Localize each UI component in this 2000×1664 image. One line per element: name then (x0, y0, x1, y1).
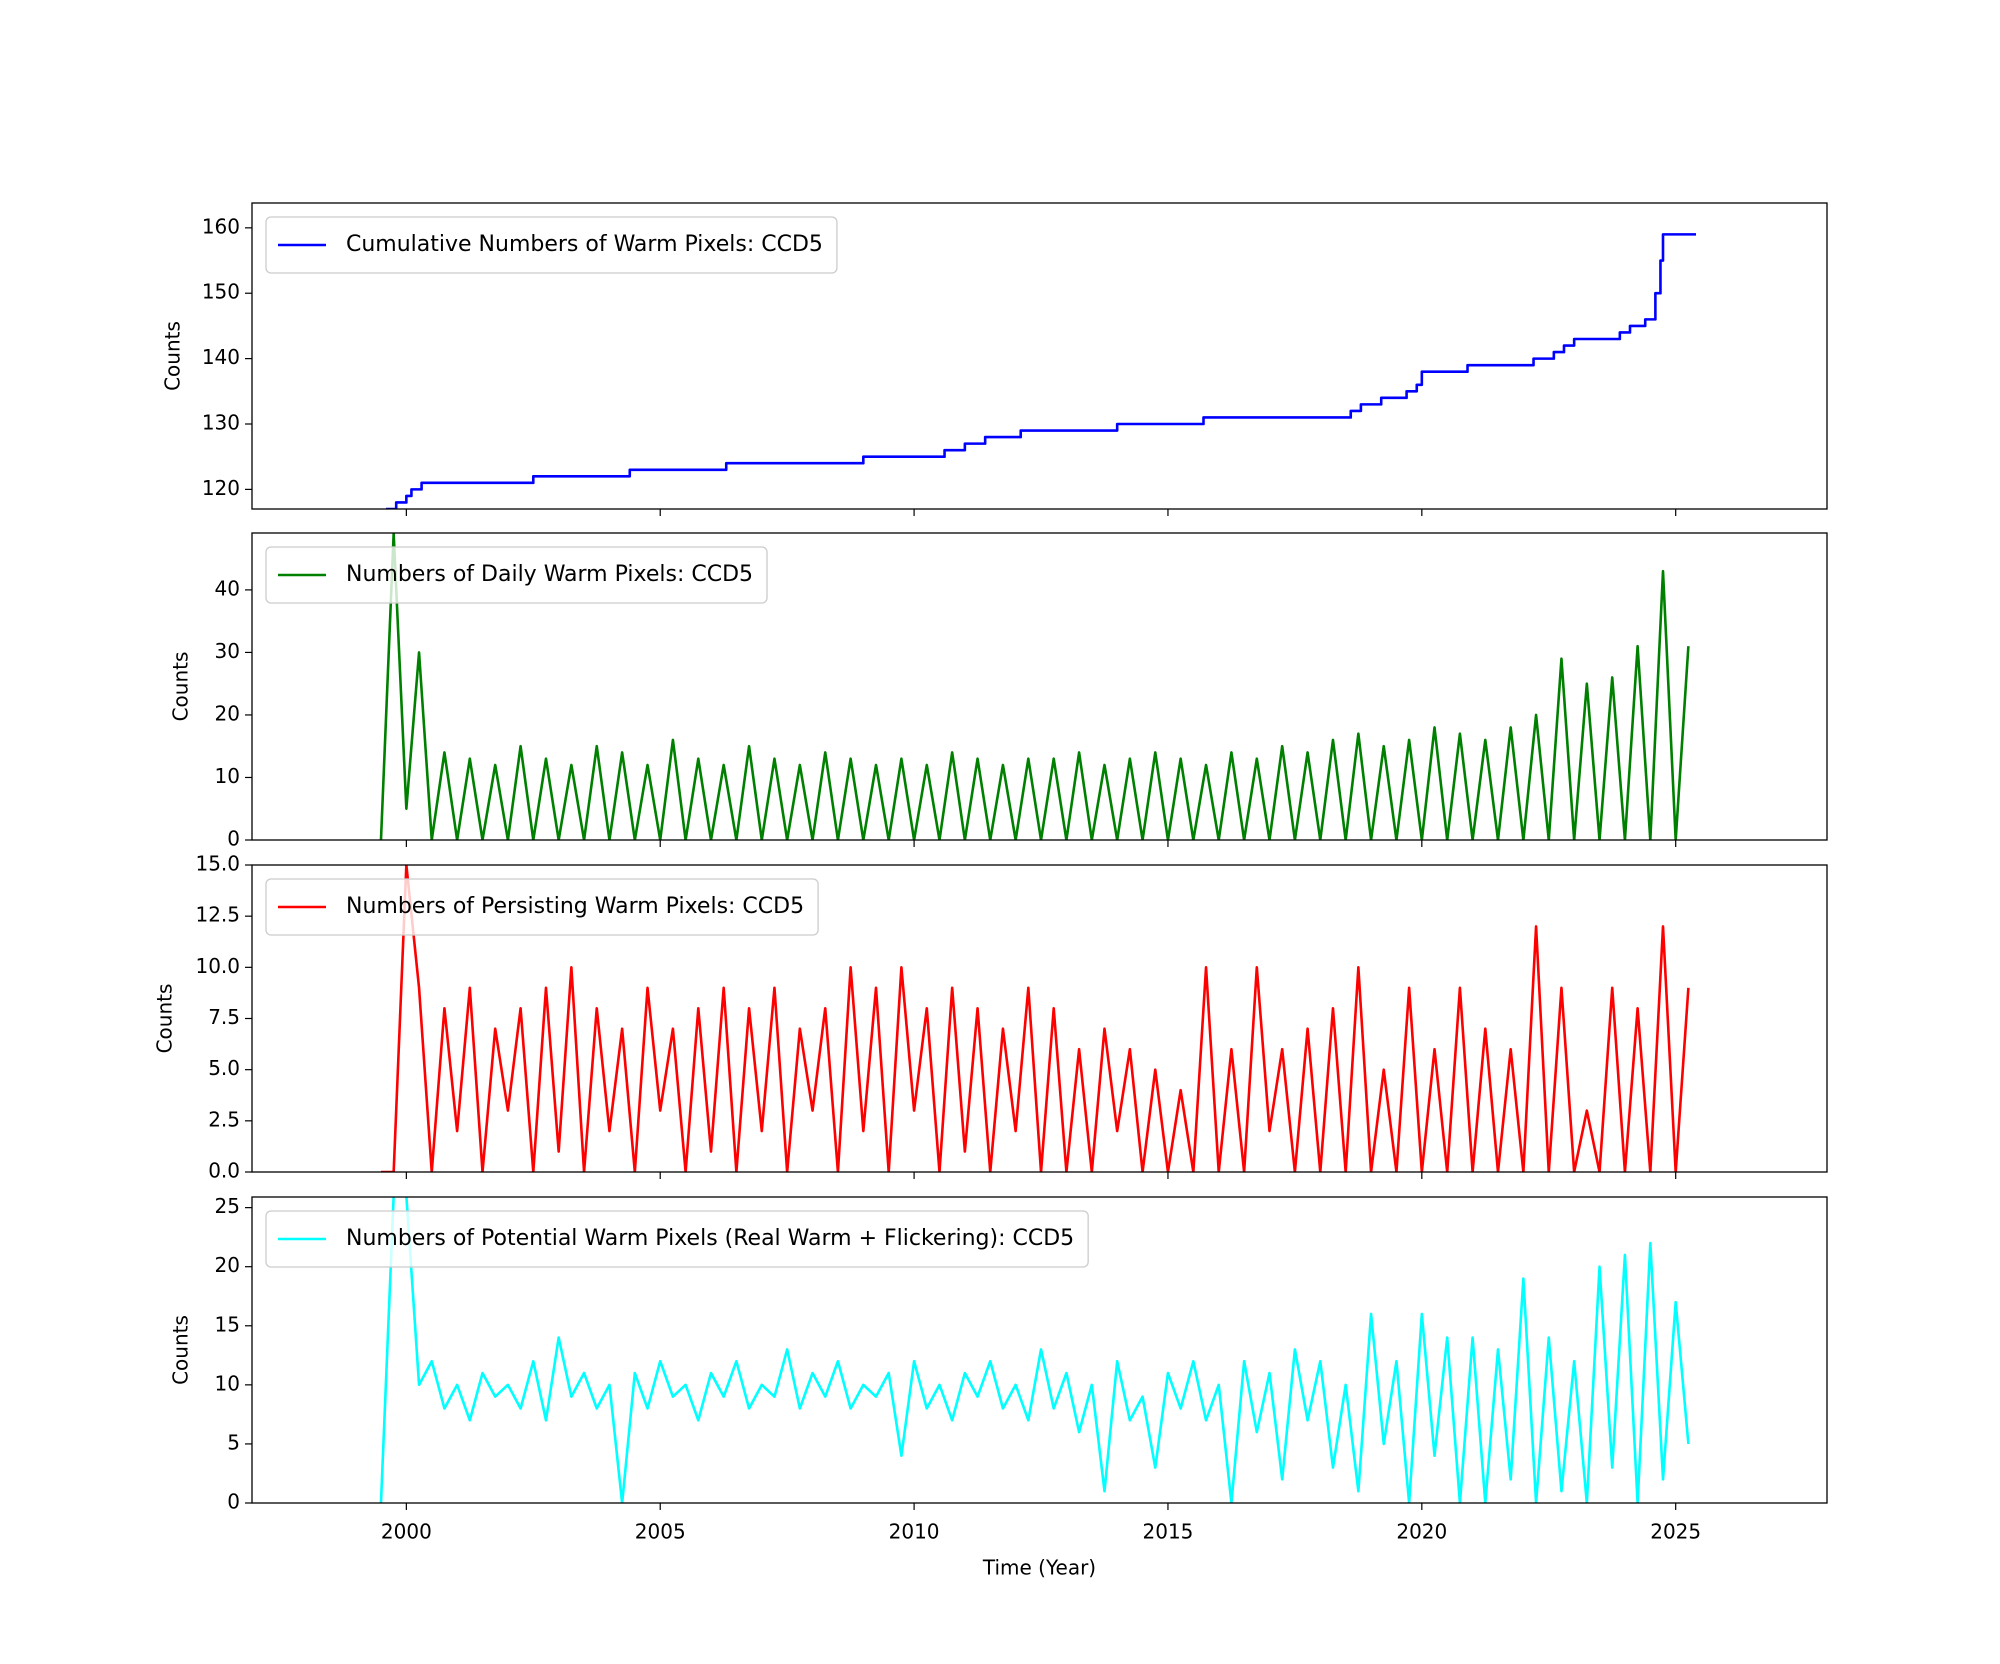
y-tick-label: 20 (215, 1253, 240, 1277)
legend-label: Numbers of Potential Warm Pixels (Real W… (346, 1226, 1074, 1251)
y-tick-label: 25 (215, 1194, 240, 1218)
y-tick-label: 10 (215, 764, 240, 788)
y-tick-label: 20 (215, 701, 240, 725)
y-tick-label: 7.5 (208, 1005, 240, 1029)
y-tick-label: 2.5 (208, 1107, 240, 1131)
y-tick-label: 0 (227, 1490, 240, 1514)
x-tick-label: 2025 (1650, 1520, 1701, 1544)
legend-label: Cumulative Numbers of Warm Pixels: CCD5 (346, 232, 823, 257)
y-tick-label: 5.0 (208, 1056, 240, 1080)
y-tick-label: 160 (202, 214, 240, 238)
legend-box (265, 216, 838, 274)
legend-box (265, 878, 819, 936)
y-tick-label: 150 (202, 280, 240, 304)
x-tick-label: 2015 (1143, 1520, 1194, 1544)
x-tick-label: 2000 (381, 1520, 432, 1544)
series-line (386, 233, 1696, 509)
legend-box (265, 1210, 1089, 1268)
y-tick-label: 30 (215, 639, 240, 663)
y-tick-label: 15 (215, 1312, 240, 1336)
x-tick-label: 2005 (635, 1520, 686, 1544)
y-tick-label: 5 (227, 1430, 240, 1454)
legend-label: Numbers of Daily Warm Pixels: CCD5 (346, 562, 753, 587)
series-line (380, 865, 1690, 1172)
x-tick-label: 2020 (1396, 1520, 1447, 1544)
legend: Cumulative Numbers of Warm Pixels: CCD5 (265, 216, 838, 274)
y-tick-label: 40 (215, 576, 240, 600)
y-tick-label: 10.0 (195, 954, 240, 978)
y-axis-label: Counts (161, 321, 185, 391)
y-tick-label: 12.5 (195, 903, 240, 927)
axes-frame (251, 864, 1828, 1173)
legend: Numbers of Potential Warm Pixels (Real W… (265, 1210, 1089, 1268)
x-axis-label: Time (Year) (982, 1556, 1096, 1580)
y-axis-label: Counts (169, 1315, 193, 1385)
y-tick-label: 15.0 (195, 852, 240, 876)
legend: Numbers of Daily Warm Pixels: CCD5 (265, 546, 768, 604)
y-axis-label: Counts (153, 984, 177, 1054)
legend-box (265, 546, 768, 604)
legend: Numbers of Persisting Warm Pixels: CCD5 (265, 878, 819, 936)
y-tick-label: 0 (227, 827, 240, 851)
legend-label: Numbers of Persisting Warm Pixels: CCD5 (346, 894, 804, 919)
y-axis-label: Counts (169, 652, 193, 722)
series-line (379, 533, 1690, 840)
x-tick-label: 2010 (889, 1520, 940, 1544)
axes-frame (251, 202, 1828, 510)
axes-frame (251, 1196, 1828, 1504)
y-tick-label: 140 (202, 345, 240, 369)
y-tick-label: 120 (202, 476, 240, 500)
series-line (379, 1197, 1690, 1503)
axes-frame (251, 532, 1828, 841)
y-tick-label: 10 (215, 1371, 240, 1395)
y-tick-label: 130 (202, 411, 240, 435)
y-tick-label: 0.0 (208, 1159, 240, 1183)
